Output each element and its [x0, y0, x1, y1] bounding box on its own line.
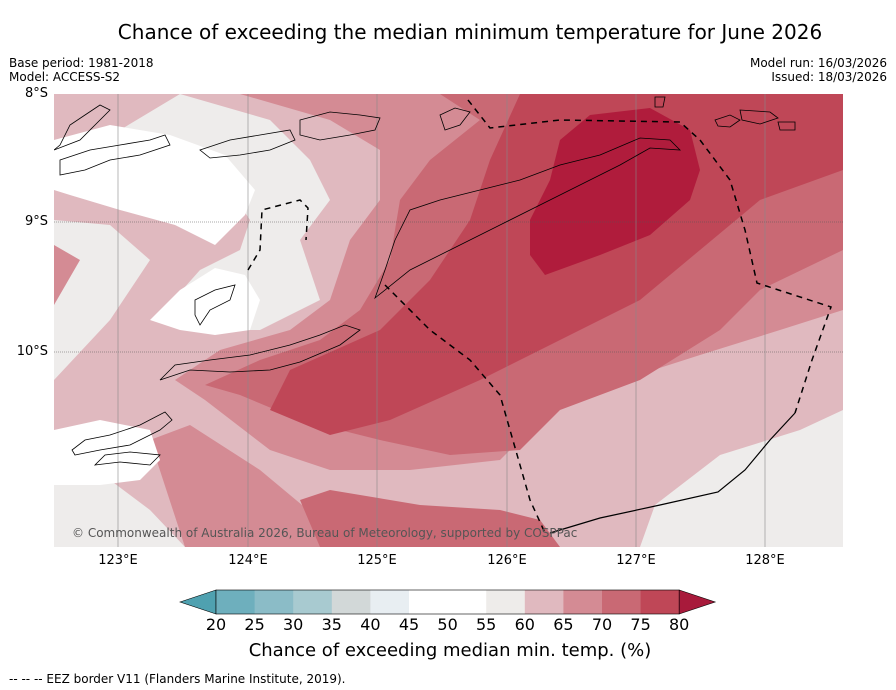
lon-label-123e: 123°E: [98, 553, 138, 568]
colorbar-tick-label: 45: [398, 615, 420, 634]
eez-border: [247, 99, 832, 534]
issued-date: Issued: 18/03/2026: [771, 70, 887, 84]
model-run: Model run: 16/03/2026: [749, 56, 887, 70]
colorbar-segment: [216, 590, 256, 614]
model-name: Model: ACCESS-S2: [9, 70, 121, 84]
colorbar-segment: [409, 590, 449, 614]
colorbar-segment: [447, 590, 487, 614]
meta-right: Model run: 16/03/2026 Issued: 18/03/2026: [750, 56, 887, 84]
colorbar-segment: [370, 590, 410, 614]
band-45-55-west: [54, 125, 255, 245]
colorbar-extend-low: [179, 589, 217, 615]
colorbar-tick-label: 75: [630, 615, 651, 634]
colorbar-tick-label: 35: [321, 615, 342, 634]
colorbar-segment: [254, 590, 294, 614]
map-area: [54, 94, 843, 547]
lon-label-124e: 124°E: [228, 553, 268, 568]
lon-label-127e: 127°E: [616, 553, 656, 568]
coastlines: [54, 96, 796, 466]
land-border: [549, 412, 796, 534]
base-period: Base period: 1981-2018: [9, 56, 154, 70]
lon-label-128e: 128°E: [745, 553, 785, 568]
band-65-70-c: [150, 425, 520, 547]
colorbar-segment: [486, 590, 526, 614]
colorbar-tick-label: 20: [205, 615, 227, 634]
meta-left: Base period: 1981-2018 Model: ACCESS-S2: [9, 56, 154, 84]
lat-label-8s: 8°S: [24, 86, 48, 101]
gridlines: [54, 221, 843, 353]
footnote: -- -- -- EEZ border V11 (Flanders Marine…: [9, 672, 346, 686]
lon-label-125e: 125°E: [357, 553, 397, 568]
colorbar-tick-label: 65: [553, 615, 574, 634]
lon-label-126e: 126°E: [487, 553, 527, 568]
band-45-55-island: [150, 268, 260, 335]
band-70-75-b: [300, 490, 560, 547]
colorbar-tick-label: 80: [669, 615, 690, 634]
lat-label-10s: 10°S: [16, 344, 48, 359]
band-45-55-sw: [54, 420, 160, 485]
colorbar-segment: [563, 590, 603, 614]
colorbar-tick-label: 70: [591, 615, 613, 634]
colorbar-segment: [524, 590, 564, 614]
colorbar-frame: [215, 589, 680, 615]
colorbar-tick-label: 55: [476, 615, 497, 634]
band-80-plus: [530, 108, 700, 275]
colorbar-segment: [640, 590, 680, 614]
colorbar-segment: [602, 590, 642, 614]
colorbar-tick-label: 40: [360, 615, 381, 634]
colorbar-label: Chance of exceeding median min. temp. (%…: [248, 640, 652, 661]
band-60-65-left: [54, 245, 80, 305]
colorbar-segment: [331, 590, 371, 614]
map-title: Chance of exceeding the median minimum t…: [117, 20, 823, 44]
colorbar-tick-label: 30: [283, 615, 304, 634]
colorbar: [179, 589, 717, 615]
colorbar-tick-label: 50: [437, 615, 458, 634]
colorbar-tick-label: 60: [514, 615, 535, 634]
colorbar-tick-label: 25: [244, 615, 265, 634]
colorbar-segment: [293, 590, 333, 614]
colorbar-extend-high: [678, 589, 717, 615]
meridians: [117, 94, 766, 547]
copyright-text: © Commonwealth of Australia 2026, Bureau…: [72, 526, 578, 540]
lat-label-9s: 9°S: [24, 214, 48, 229]
